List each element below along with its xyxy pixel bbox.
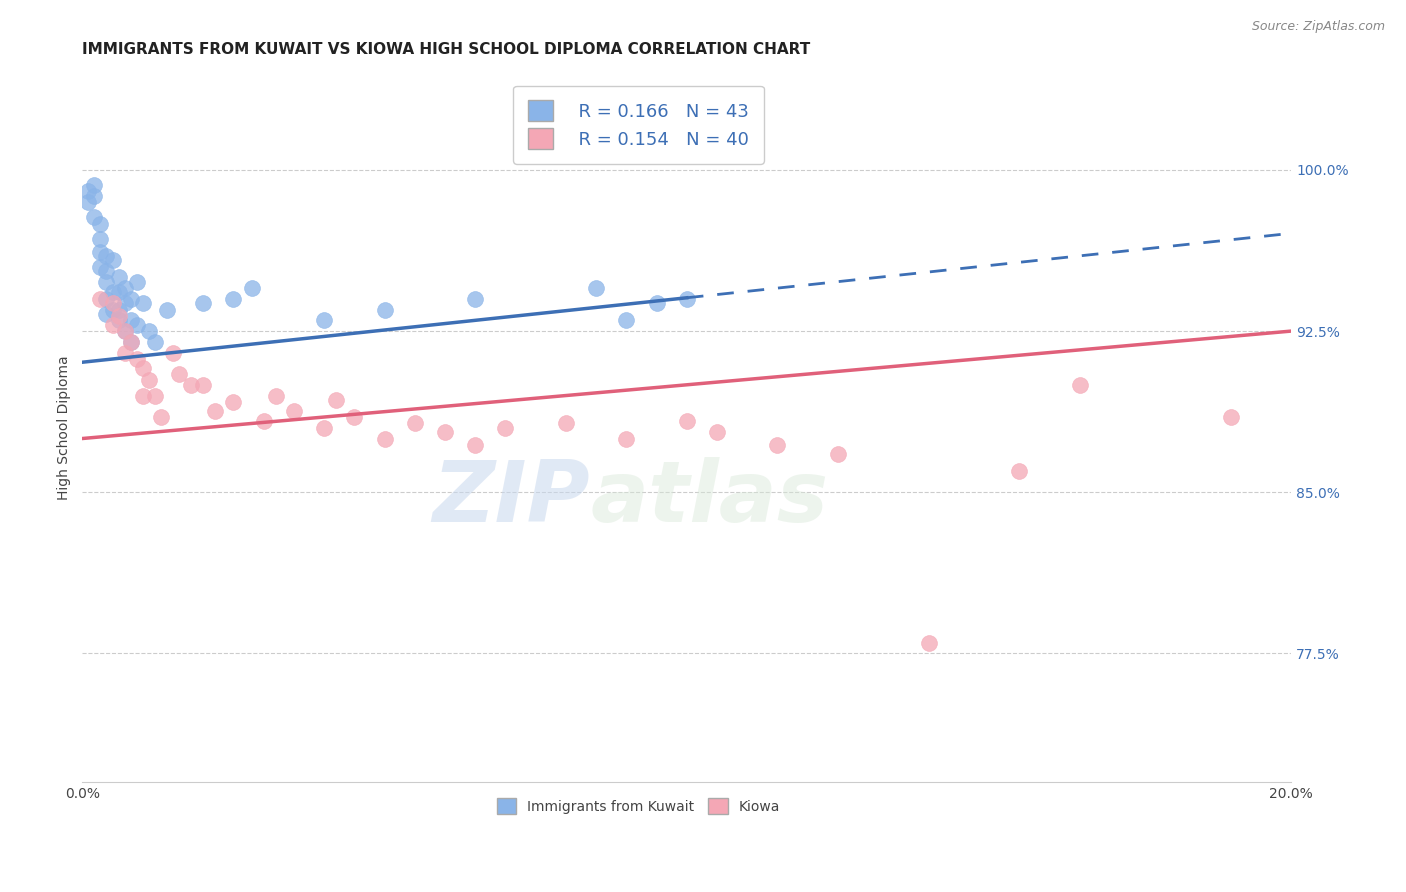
Text: IMMIGRANTS FROM KUWAIT VS KIOWA HIGH SCHOOL DIPLOMA CORRELATION CHART: IMMIGRANTS FROM KUWAIT VS KIOWA HIGH SCH… [83, 42, 810, 57]
Point [180, 377, 202, 392]
Text: Source: ZipAtlas.com: Source: ZipAtlas.com [1251, 20, 1385, 33]
Point [143, 388, 166, 402]
Point [120, 313, 142, 327]
Point [138, 324, 160, 338]
Point [766, 438, 789, 452]
Point [107, 309, 129, 323]
Point [96, 264, 118, 278]
Point [343, 410, 366, 425]
Point [143, 334, 166, 349]
Point [77, 195, 100, 210]
Point [132, 388, 155, 402]
Point [89, 232, 111, 246]
Point [83, 210, 105, 224]
Point [125, 351, 148, 366]
Point [325, 392, 347, 407]
Point [107, 285, 129, 300]
Point [675, 292, 697, 306]
Point [114, 324, 136, 338]
Point [114, 296, 136, 310]
Point [101, 296, 124, 310]
Point [89, 217, 111, 231]
Point [614, 313, 637, 327]
Point [96, 275, 118, 289]
Point [156, 302, 179, 317]
Point [314, 421, 336, 435]
Point [167, 367, 190, 381]
Point [101, 318, 124, 332]
Point [101, 253, 124, 268]
Point [89, 292, 111, 306]
Point [264, 388, 287, 402]
Point [107, 313, 129, 327]
Text: atlas: atlas [591, 458, 828, 541]
Point [193, 377, 215, 392]
Point [107, 270, 129, 285]
Point [149, 410, 172, 425]
Point [1219, 410, 1241, 425]
Point [96, 307, 118, 321]
Point [204, 403, 226, 417]
Point [101, 302, 124, 317]
Point [554, 417, 576, 431]
Point [193, 296, 215, 310]
Legend: Immigrants from Kuwait, Kiowa: Immigrants from Kuwait, Kiowa [485, 787, 792, 825]
Point [120, 292, 142, 306]
Point [96, 292, 118, 306]
Point [434, 425, 457, 439]
Point [222, 292, 245, 306]
Point [917, 635, 939, 649]
Point [101, 285, 124, 300]
Point [464, 292, 486, 306]
Point [374, 302, 396, 317]
Point [283, 403, 305, 417]
Point [404, 417, 426, 431]
Point [374, 432, 396, 446]
Point [114, 281, 136, 295]
Point [585, 281, 607, 295]
Point [114, 345, 136, 359]
Point [114, 324, 136, 338]
Text: ZIP: ZIP [433, 458, 591, 541]
Point [125, 275, 148, 289]
Point [253, 414, 276, 428]
Point [464, 438, 486, 452]
Point [314, 313, 336, 327]
Y-axis label: High School Diploma: High School Diploma [58, 356, 72, 500]
Point [120, 334, 142, 349]
Point [132, 360, 155, 375]
Point [120, 334, 142, 349]
Point [645, 296, 668, 310]
Point [83, 188, 105, 202]
Point [96, 249, 118, 263]
Point [77, 185, 100, 199]
Point [107, 302, 129, 317]
Point [162, 345, 184, 359]
Point [614, 432, 637, 446]
Point [222, 395, 245, 409]
Point [706, 425, 728, 439]
Point [83, 178, 105, 192]
Point [125, 318, 148, 332]
Point [1008, 464, 1031, 478]
Point [1069, 377, 1091, 392]
Point [138, 374, 160, 388]
Point [89, 260, 111, 274]
Point [89, 244, 111, 259]
Point [494, 421, 516, 435]
Point [827, 446, 849, 460]
Point [240, 281, 263, 295]
Point [675, 414, 697, 428]
Point [132, 296, 155, 310]
